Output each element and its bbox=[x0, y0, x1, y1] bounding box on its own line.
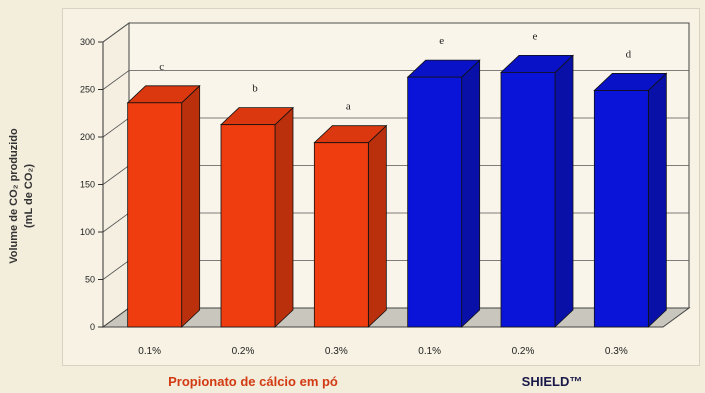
bar-side bbox=[181, 84, 201, 328]
y-axis-label: Volume de CO₂ produzido (mL de CO₂) bbox=[7, 128, 37, 263]
y-tick-label: 0 bbox=[90, 322, 95, 332]
bar-side bbox=[367, 124, 387, 328]
y-axis-label-line2: (mL de CO₂) bbox=[23, 164, 35, 228]
bar-annotation: c bbox=[159, 61, 164, 73]
gridline-side bbox=[102, 212, 130, 233]
gridline-side bbox=[102, 70, 130, 90]
y-tick-label: 150 bbox=[80, 180, 95, 190]
x-tick-label: 0.1% bbox=[418, 346, 441, 357]
gridline-side bbox=[102, 260, 130, 280]
bar bbox=[407, 76, 463, 328]
y-tick-label: 200 bbox=[80, 132, 95, 142]
bar-side bbox=[554, 54, 574, 328]
x-tick-label: 0.3% bbox=[325, 346, 348, 357]
bar-annotation: a bbox=[346, 101, 351, 113]
bar-annotation: e bbox=[533, 30, 538, 42]
bar bbox=[313, 142, 369, 328]
gridline-side bbox=[102, 117, 130, 138]
bar bbox=[220, 124, 276, 328]
bar bbox=[127, 102, 183, 328]
y-tick-label: 100 bbox=[80, 227, 95, 237]
gridline-side bbox=[102, 165, 130, 185]
bar-side bbox=[461, 59, 481, 328]
bar-annotation: e bbox=[439, 35, 444, 47]
y-tick-label: 50 bbox=[85, 275, 95, 285]
bar-chart: 0 50 100 150 200 250 300 c 0.1% b 0.2% a 0.3% e 0.1% e 0… bbox=[80, 22, 691, 357]
x-tick-label: 0.2% bbox=[232, 346, 255, 357]
chart-area: 0 50 100 150 200 250 300 c 0.1% b 0.2% a 0.3% e 0.1% e 0… bbox=[62, 8, 700, 366]
bar-annotation: d bbox=[626, 48, 632, 60]
x-tick-label: 0.1% bbox=[138, 346, 161, 357]
y-axis-label-line1: Volume de CO₂ produzido bbox=[8, 128, 20, 264]
y-tick-label: 300 bbox=[80, 37, 95, 47]
gridline-side bbox=[102, 22, 130, 43]
bar-side bbox=[647, 72, 667, 328]
x-tick-label: 0.3% bbox=[605, 346, 628, 357]
bar bbox=[593, 90, 649, 328]
group-label-propionato: Propionato de cálcio em pó bbox=[168, 374, 338, 389]
bar bbox=[500, 72, 556, 328]
bar-side bbox=[274, 106, 294, 328]
y-tick-label: 250 bbox=[80, 85, 95, 95]
x-tick-label: 0.2% bbox=[512, 346, 535, 357]
group-label-shield: SHIELD™ bbox=[521, 374, 583, 389]
bar-annotation: b bbox=[252, 83, 258, 95]
